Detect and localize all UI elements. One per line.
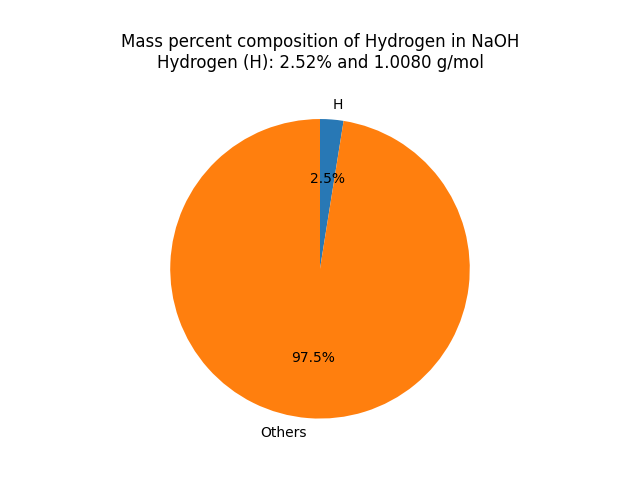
Wedge shape (170, 119, 470, 419)
Text: H: H (333, 97, 344, 111)
Wedge shape (320, 119, 344, 269)
Text: Others: Others (260, 426, 307, 440)
Text: 97.5%: 97.5% (291, 351, 335, 365)
Text: 2.5%: 2.5% (310, 172, 344, 186)
Title: Mass percent composition of Hydrogen in NaOH
Hydrogen (H): 2.52% and 1.0080 g/mo: Mass percent composition of Hydrogen in … (121, 33, 519, 72)
